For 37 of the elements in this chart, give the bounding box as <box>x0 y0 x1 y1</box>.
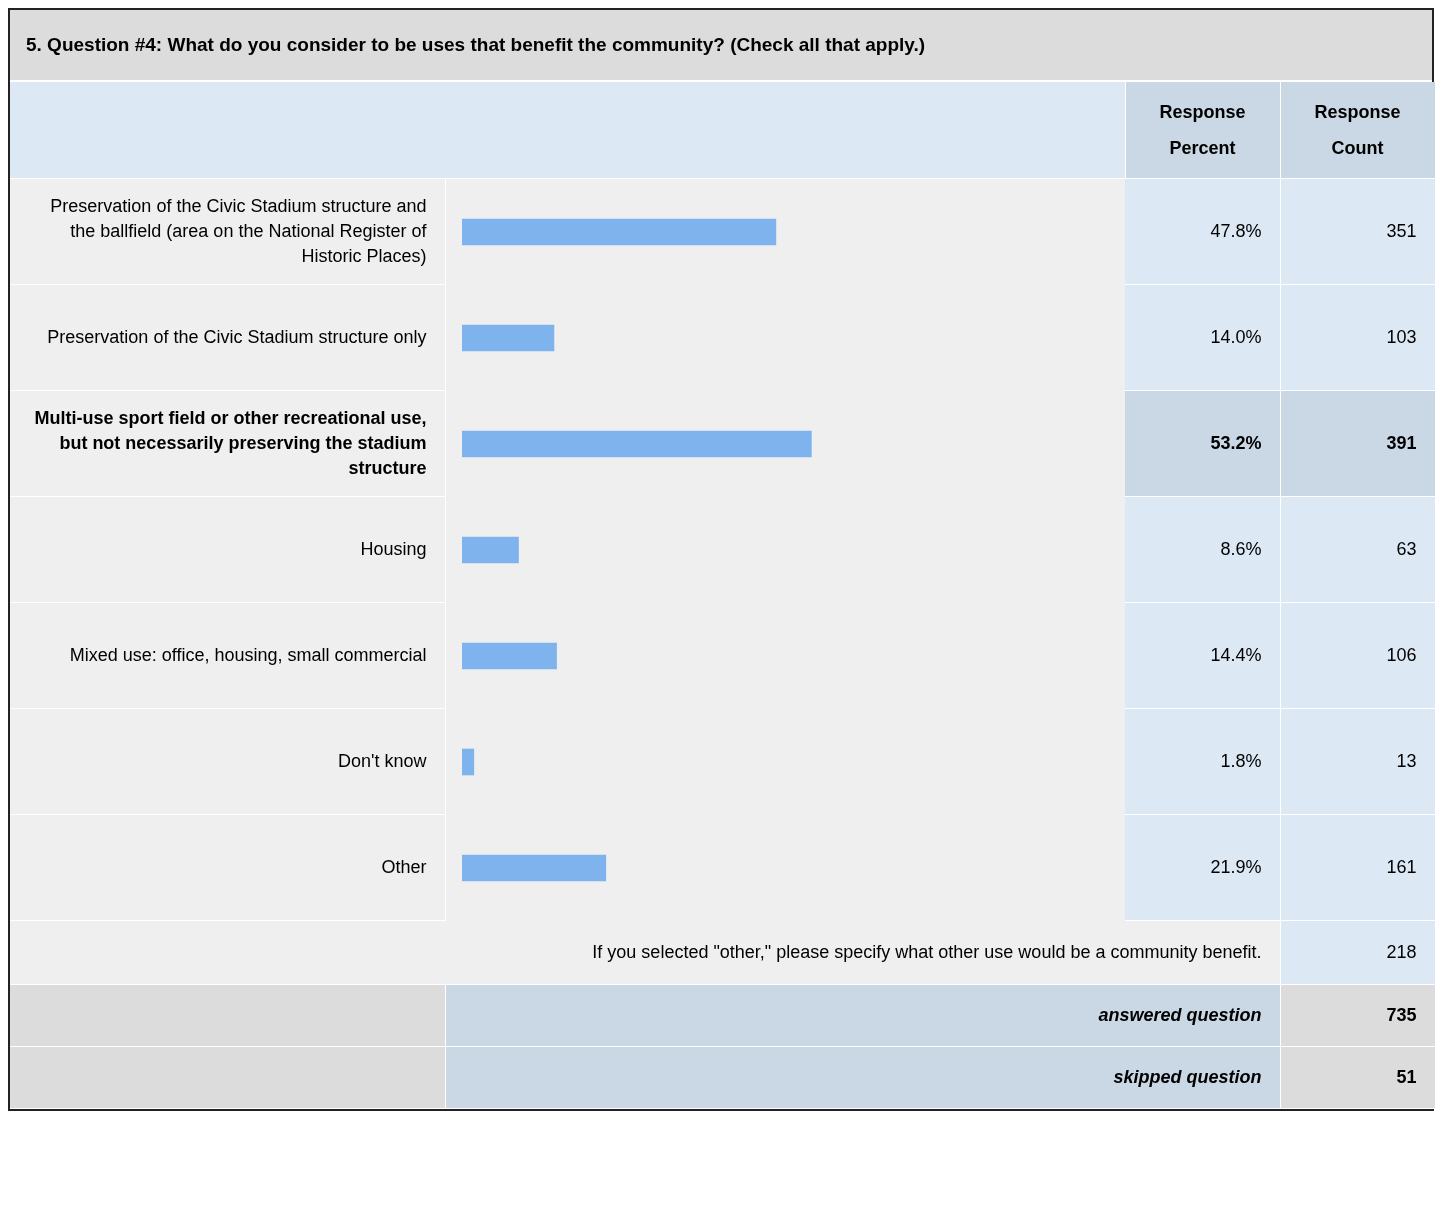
bar <box>461 218 776 245</box>
label-cell: Mixed use: office, housing, small commercial <box>10 602 445 709</box>
header-cell: Response Count <box>1280 82 1435 178</box>
value-cell: 391 <box>1280 390 1435 497</box>
footer-cell: 735 <box>1280 984 1435 1047</box>
value-cell: 14.0% <box>1125 284 1280 391</box>
header-cell: Response Percent <box>1125 82 1280 178</box>
value-cell: 63 <box>1280 496 1435 603</box>
footer-cell: answered question <box>445 984 1280 1047</box>
value-cell: 1.8% <box>1125 708 1280 815</box>
value-cell: 103 <box>1280 284 1435 391</box>
label-cell: Housing <box>10 496 445 603</box>
bar <box>461 536 519 563</box>
value-cell: 14.4% <box>1125 602 1280 709</box>
value-cell: 161 <box>1280 814 1435 921</box>
value-cell: 13 <box>1280 708 1435 815</box>
bar <box>461 642 557 669</box>
value-cell: 8.6% <box>1125 496 1280 603</box>
bar <box>461 324 554 351</box>
label-cell: Preservation of the Civic Stadium structure and the ballfield (area on the National Register of Historic Places) <box>10 178 445 285</box>
value-cell: 106 <box>1280 602 1435 709</box>
chart-title: 5. Question #4: What do you consider to be uses that benefit the community? (Check all that apply.) <box>10 10 1432 82</box>
bar <box>461 430 812 457</box>
label-cell: Multi-use sport field or other recreational use, but not necessarily preserving the stadium structure <box>10 390 445 497</box>
value-cell: 218 <box>1280 920 1435 985</box>
bar <box>461 748 474 775</box>
footer-cell: skipped question <box>445 1046 1280 1109</box>
value-cell: 351 <box>1280 178 1435 285</box>
label-cell: Don't know <box>10 708 445 815</box>
value-cell: 21.9% <box>1125 814 1280 921</box>
label-cell: Other <box>10 814 445 921</box>
footer-cell: 51 <box>1280 1046 1435 1109</box>
bar <box>461 854 606 881</box>
label-cell: Preservation of the Civic Stadium structure only <box>10 284 445 391</box>
note-cell: If you selected "other," please specify what other use would be a community benefit. <box>10 920 1280 985</box>
value-cell: 53.2% <box>1125 390 1280 497</box>
value-cell: 47.8% <box>1125 178 1280 285</box>
